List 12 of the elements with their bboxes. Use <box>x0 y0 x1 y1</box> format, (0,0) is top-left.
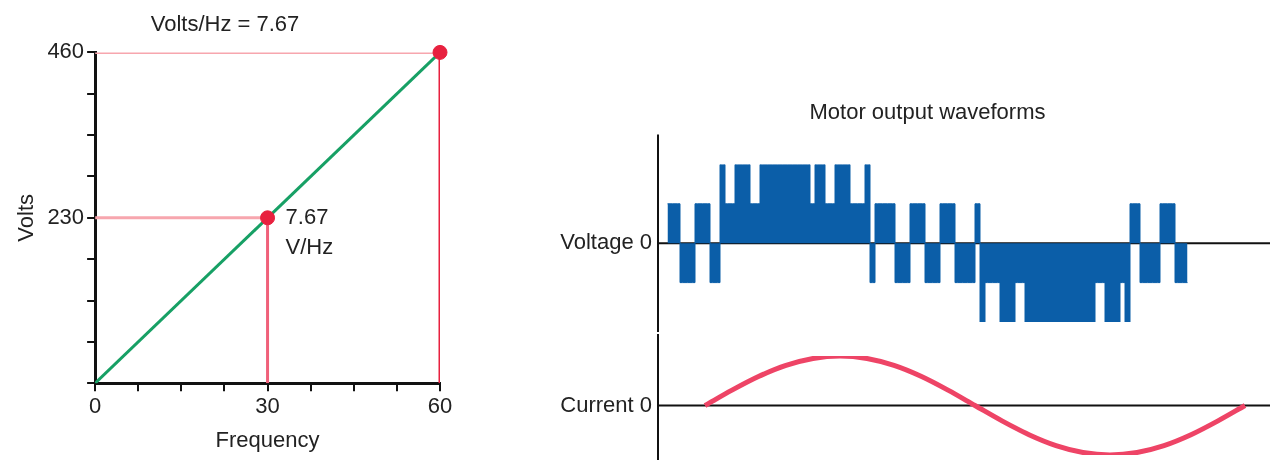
chart-title: Motor output waveforms <box>809 99 1046 125</box>
y-axis-title: Current 0 <box>560 391 652 417</box>
y-axis-title: Voltage 0 <box>560 229 652 255</box>
annotation: 7.67 V/Hz <box>285 203 334 259</box>
x-tick-label: 60 <box>427 393 453 419</box>
chart-title: Volts/Hz = 7.67 <box>150 11 300 37</box>
x-axis-title: Frequency <box>215 426 320 452</box>
x-tick-label: 0 <box>88 393 102 419</box>
y-tick-label: 460 <box>47 38 85 64</box>
x-tick-label: 30 <box>255 393 280 419</box>
y-axis-title: Volts <box>13 193 39 242</box>
y-tick-label: 230 <box>47 203 85 229</box>
